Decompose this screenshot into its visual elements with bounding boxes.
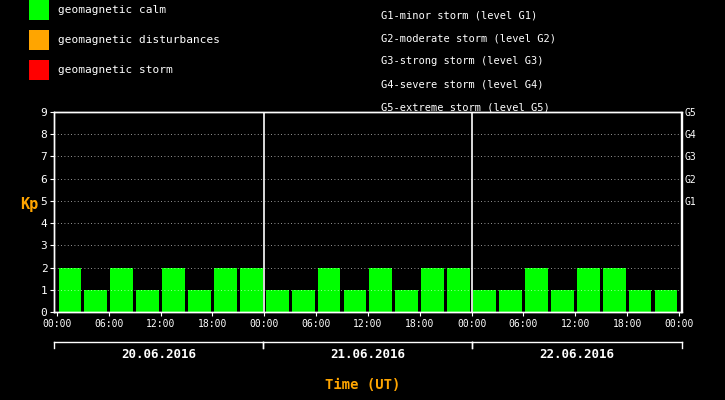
Bar [395,290,418,312]
Text: Time (UT): Time (UT) [325,378,400,392]
Bar [318,268,341,312]
Bar [291,290,315,312]
Text: geomagnetic disturbances: geomagnetic disturbances [58,35,220,45]
Bar [602,268,626,312]
Text: G3-strong storm (level G3): G3-strong storm (level G3) [381,56,543,66]
Text: 21.06.2016: 21.06.2016 [331,348,405,360]
Bar [655,290,677,312]
Bar [188,290,211,312]
Bar [499,290,522,312]
Bar [421,268,444,312]
Bar [59,268,81,312]
Bar [240,268,262,312]
Text: G5-extreme storm (level G5): G5-extreme storm (level G5) [381,103,550,113]
Bar [214,268,237,312]
Text: geomagnetic calm: geomagnetic calm [58,5,166,15]
Text: G2-moderate storm (level G2): G2-moderate storm (level G2) [381,33,555,43]
Text: 22.06.2016: 22.06.2016 [539,348,615,360]
Bar [110,268,133,312]
Bar [136,290,159,312]
Bar [344,290,366,312]
Bar [162,268,185,312]
Text: G1-minor storm (level G1): G1-minor storm (level G1) [381,10,537,20]
Text: G4-severe storm (level G4): G4-severe storm (level G4) [381,80,543,90]
Bar [629,290,652,312]
Y-axis label: Kp: Kp [20,197,38,212]
Text: 20.06.2016: 20.06.2016 [121,348,196,360]
Bar [370,268,392,312]
Bar [473,290,496,312]
Text: geomagnetic storm: geomagnetic storm [58,65,173,75]
Bar [84,290,107,312]
Bar [447,268,470,312]
Bar [551,290,573,312]
Bar [525,268,548,312]
Bar [266,290,289,312]
Bar [577,268,600,312]
